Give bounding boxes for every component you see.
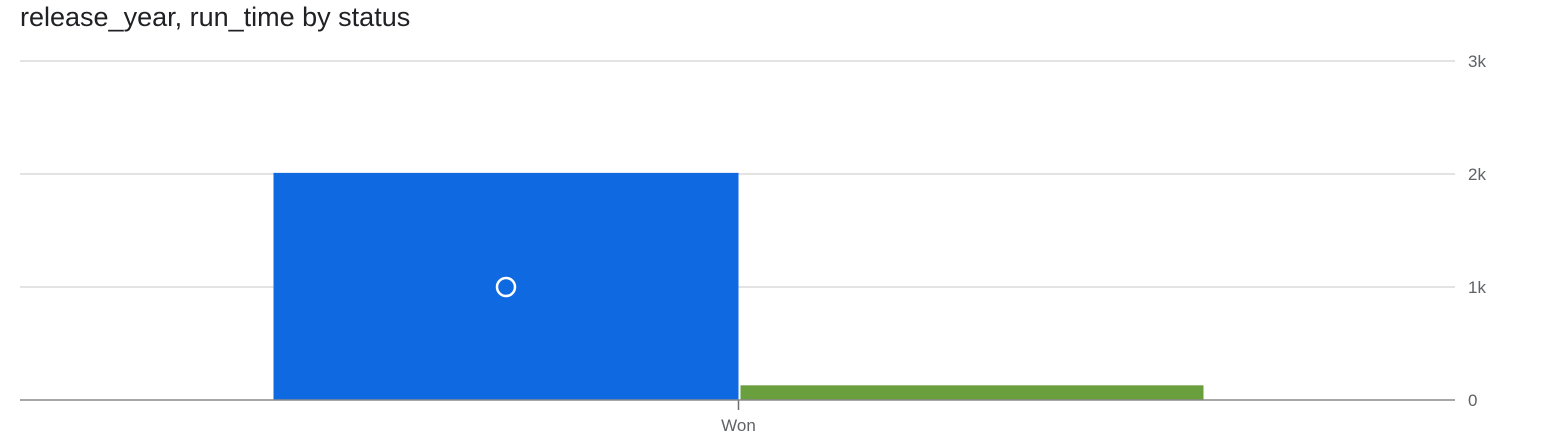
y-tick-label-1: 1k xyxy=(1468,278,1486,297)
chart-title: release_year, run_time by status xyxy=(20,2,411,32)
x-tick-label-0: Won xyxy=(721,416,756,435)
hover-marker xyxy=(495,276,517,298)
bar-series-0-won xyxy=(273,172,739,400)
y-tick-label-2: 2k xyxy=(1468,165,1486,184)
bar-series-1-won xyxy=(740,385,1204,400)
y-tick-label-0: 0 xyxy=(1468,391,1477,410)
y-tick-label-3: 3k xyxy=(1468,52,1486,71)
